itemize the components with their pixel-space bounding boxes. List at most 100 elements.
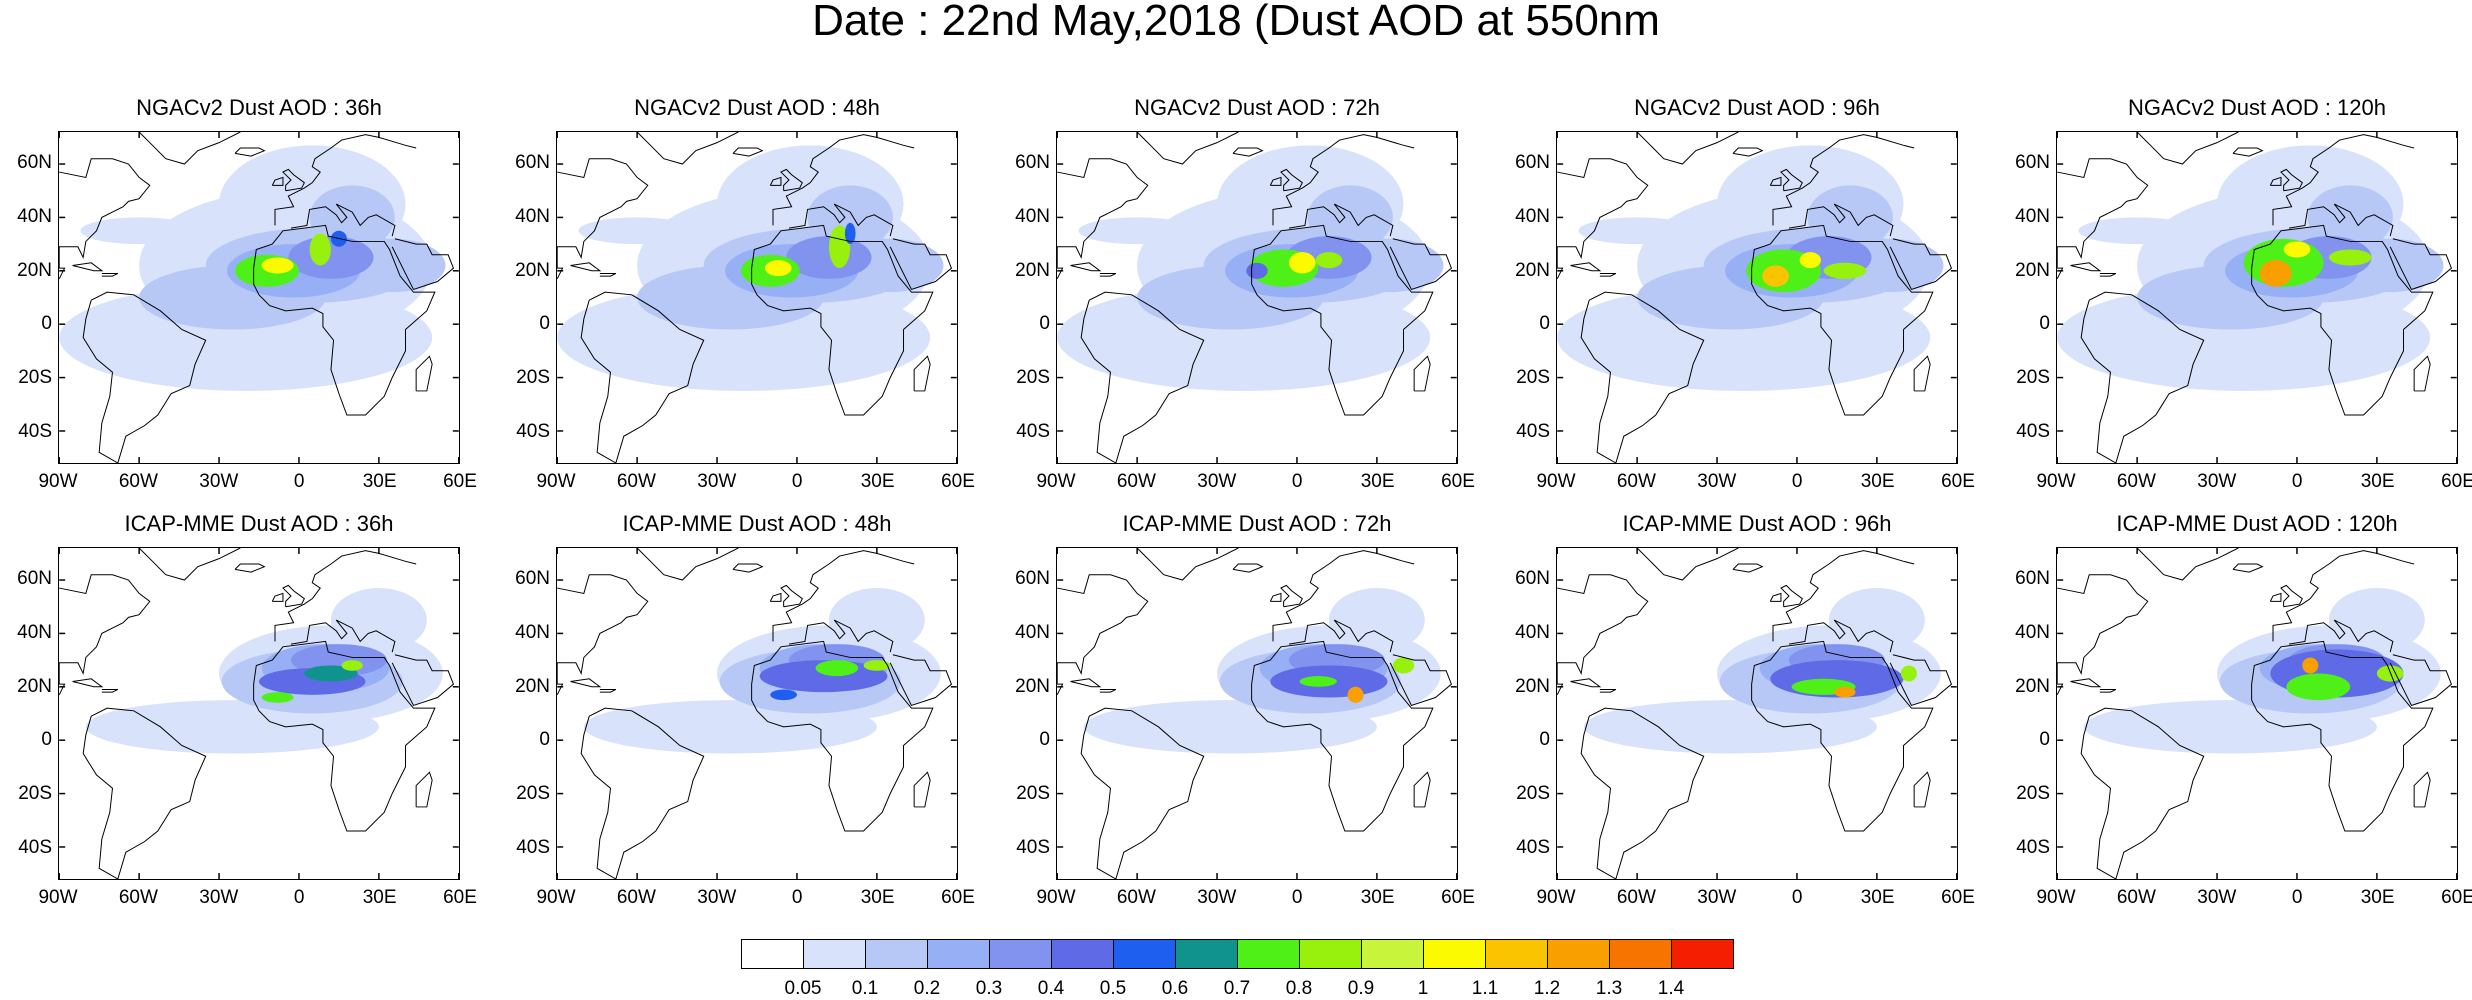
coastline bbox=[2288, 203, 2394, 237]
coastline bbox=[1580, 291, 1705, 463]
colorbar-swatch bbox=[989, 939, 1052, 969]
lat-tick-label: 40S bbox=[18, 836, 52, 858]
coastline bbox=[82, 707, 207, 879]
aod-shading bbox=[80, 217, 198, 245]
map-panel bbox=[1056, 131, 1458, 464]
lat-tick-label: 20S bbox=[1516, 783, 1550, 805]
coastline bbox=[1780, 168, 1803, 192]
lat-tick-label: 0 bbox=[539, 729, 550, 751]
coastline bbox=[282, 584, 305, 608]
lat-tick-label: 20S bbox=[2016, 783, 2050, 805]
lat-tick-label: 40N bbox=[2015, 621, 2050, 643]
colorbar-label: 0.2 bbox=[913, 978, 941, 999]
lat-tick-label: 60N bbox=[1015, 152, 1050, 174]
coastline bbox=[913, 771, 931, 808]
coastline bbox=[1913, 355, 1931, 392]
lon-tick-label: 30W bbox=[1697, 887, 1737, 908]
colorbar-label: 0.4 bbox=[1037, 978, 1065, 999]
coastline bbox=[1889, 654, 1953, 707]
map-panel bbox=[58, 547, 460, 880]
coastline bbox=[2232, 563, 2264, 573]
aod-shading bbox=[261, 692, 294, 703]
coastline bbox=[1272, 550, 1415, 642]
lon-tick-label: 90W bbox=[1536, 471, 1576, 492]
colorbar-label: 1 bbox=[1417, 978, 1429, 999]
lon-tick-label: 30W bbox=[1197, 471, 1237, 492]
colorbar-label: 1.2 bbox=[1533, 978, 1561, 999]
coastline bbox=[557, 158, 649, 280]
colorbar-label: 1.1 bbox=[1471, 978, 1499, 999]
lat-tick-label: 0 bbox=[1539, 313, 1550, 335]
map-panel bbox=[556, 131, 958, 464]
aod-shading bbox=[1288, 252, 1316, 274]
coastline bbox=[1057, 574, 1149, 696]
coastline bbox=[769, 176, 782, 186]
coastline bbox=[1269, 592, 1282, 602]
lat-tick-label: 40N bbox=[2015, 205, 2050, 227]
lat-tick-label: 40S bbox=[1016, 420, 1050, 442]
lat-tick-label: 60N bbox=[17, 568, 52, 590]
aod-shading bbox=[1328, 588, 1425, 653]
lat-tick-label: 40S bbox=[516, 836, 550, 858]
coastline bbox=[1769, 176, 1782, 186]
lon-tick-label: 60W bbox=[1616, 471, 1656, 492]
aod-shading bbox=[786, 236, 872, 279]
coastline bbox=[889, 654, 953, 707]
colorbar-swatch bbox=[803, 939, 866, 969]
coastline bbox=[1570, 678, 1602, 688]
lat-tick-label: 40N bbox=[1015, 621, 1050, 643]
lon-tick-label: 0 bbox=[1291, 471, 1303, 492]
coastline bbox=[1413, 355, 1431, 392]
lon-tick-label: 60E bbox=[941, 887, 975, 908]
colorbar-swatch bbox=[1237, 939, 1300, 969]
lon-tick-label: 60E bbox=[443, 887, 477, 908]
lat-tick-label: 20N bbox=[1515, 675, 1550, 697]
panel-title: ICAP-MME Dust AOD : 36h bbox=[124, 511, 394, 536]
lon-tick-label: 0 bbox=[2291, 887, 2303, 908]
lon-tick-label: 30W bbox=[1197, 887, 1237, 908]
coastline bbox=[2413, 771, 2431, 808]
coastline bbox=[732, 147, 764, 157]
lon-tick-label: 30W bbox=[2197, 471, 2237, 492]
lon-tick-label: 0 bbox=[1791, 887, 1803, 908]
coastline bbox=[1080, 707, 1205, 879]
panel-title: NGACv2 Dust AOD : 96h bbox=[1634, 95, 1880, 120]
lat-tick-label: 40N bbox=[17, 621, 52, 643]
coastline bbox=[2099, 272, 2117, 277]
lat-tick-label: 0 bbox=[41, 729, 52, 751]
coastline bbox=[2413, 355, 2431, 392]
coastline bbox=[271, 176, 284, 186]
lon-tick-label: 30W bbox=[1697, 471, 1737, 492]
lat-tick-label: 60N bbox=[17, 152, 52, 174]
panel-title: NGACv2 Dust AOD : 120h bbox=[2128, 95, 2386, 120]
coastline bbox=[1272, 134, 1415, 226]
colorbar-label: 0.3 bbox=[975, 978, 1003, 999]
aod-shading bbox=[341, 660, 363, 671]
aod-shading bbox=[1299, 676, 1337, 687]
coastline bbox=[2080, 291, 2205, 463]
lon-tick-label: 0 bbox=[293, 471, 305, 492]
lat-tick-label: 20N bbox=[2015, 675, 2050, 697]
coastline bbox=[2269, 176, 2282, 186]
lon-tick-label: 30W bbox=[697, 471, 737, 492]
aod-shading bbox=[1799, 252, 1821, 269]
map-panel bbox=[1556, 131, 1958, 464]
coastline bbox=[1599, 688, 1617, 693]
lon-tick-label: 0 bbox=[1791, 471, 1803, 492]
colorbar-label: 0.1 bbox=[851, 978, 879, 999]
coastline bbox=[2251, 224, 2434, 416]
dust-aod-map bbox=[59, 548, 459, 879]
coastline bbox=[1136, 132, 1239, 165]
coastline bbox=[1889, 238, 1953, 291]
coastline bbox=[2080, 707, 2205, 879]
coastline bbox=[2251, 640, 2434, 832]
colorbar-label: 0.7 bbox=[1223, 978, 1251, 999]
map-panel bbox=[2056, 131, 2458, 464]
colorbar-label: 0.8 bbox=[1285, 978, 1313, 999]
coastline bbox=[2136, 132, 2239, 165]
coastline bbox=[1389, 654, 1453, 707]
lat-tick-label: 20S bbox=[516, 367, 550, 389]
lon-tick-label: 90W bbox=[38, 471, 78, 492]
lat-tick-label: 0 bbox=[2039, 313, 2050, 335]
aod-shading bbox=[2259, 260, 2292, 287]
